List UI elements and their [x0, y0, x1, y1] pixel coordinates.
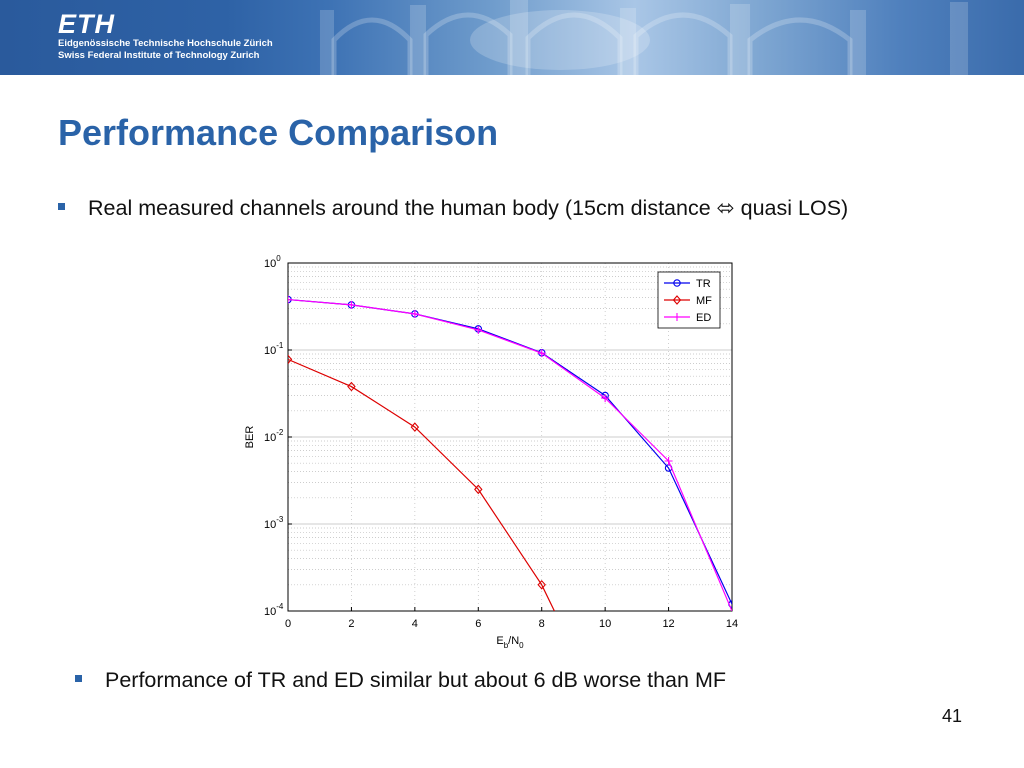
x-tick-label: 12	[662, 618, 674, 630]
series-ed	[288, 295, 732, 611]
eth-logo-word: ETH	[58, 9, 115, 39]
eth-logo[interactable]: ETH Eidgenössische Technische Hochschule…	[58, 11, 273, 62]
y-tick-label: 10-1	[264, 341, 284, 357]
building-photo	[320, 0, 968, 75]
series-ed-point	[288, 295, 292, 304]
bullet-item-2: Performance of TR and ED similar but abo…	[75, 668, 726, 693]
x-tick-label: 6	[475, 618, 481, 630]
y-tick-exponent: -1	[276, 341, 284, 350]
series-ed-point	[664, 456, 673, 465]
institute-name-english: Swiss Federal Institute of Technology Zu…	[58, 50, 260, 61]
series-mf-line	[288, 358, 555, 611]
series-mf	[288, 354, 555, 611]
legend: TR MF ED	[657, 271, 721, 329]
x-axis-label-part: /N	[508, 635, 519, 647]
x-axis-label-part: E	[496, 635, 503, 647]
series-ed-line	[288, 298, 732, 611]
y-tick-exponent: -4	[276, 602, 284, 611]
x-tick-label: 14	[726, 618, 738, 630]
legend-entry-ed: ED	[664, 312, 711, 324]
legend-entry-tr-marker	[673, 279, 681, 287]
series-mf-point	[474, 484, 483, 495]
series-ed-point	[537, 349, 546, 358]
y-tick-label: 10-4	[264, 602, 284, 618]
y-axis-label: BER	[244, 426, 256, 449]
legend-entry-mf-label: MF	[696, 295, 712, 307]
x-tick-label: 2	[348, 618, 354, 630]
series-mf-point	[347, 381, 356, 392]
legend-entry-tr: TR	[664, 278, 711, 290]
y-tick-exponent: -3	[276, 515, 284, 524]
series-mf-point	[288, 354, 293, 365]
series-ed-point	[601, 394, 610, 403]
bullet-item-1: Real measured channels around the human …	[58, 196, 848, 221]
bullet-text-2: Performance of TR and ED similar but abo…	[105, 668, 726, 692]
x-tick-label: 8	[539, 618, 545, 630]
series-mf-point	[410, 422, 420, 432]
y-tick-label: 100	[264, 254, 281, 270]
page-title: Performance Comparison	[58, 112, 499, 153]
series-ed-point	[474, 325, 483, 334]
y-tick-label: 10-2	[264, 428, 284, 444]
x-axis-label-part: 0	[519, 641, 524, 650]
series-mf-point	[537, 579, 546, 590]
bullet-text-1: Real measured channels around the human …	[88, 196, 849, 220]
legend-entry-mf: MF	[664, 295, 712, 307]
x-axis-label: Eb/N0	[496, 635, 524, 650]
legend-entry-tr-label: TR	[696, 278, 711, 290]
y-tick-exponent: -2	[276, 428, 284, 437]
bullet-square-icon	[58, 203, 65, 210]
legend-entry-mf-marker	[672, 295, 682, 305]
legend-entry-ed-marker	[673, 313, 681, 321]
y-tick-exponent: 0	[276, 254, 281, 263]
institute-name-german: Eidgenössische Technische Hochschule Zür…	[58, 38, 273, 49]
bullet-square-icon	[75, 675, 82, 682]
x-axis-label-part: b	[504, 641, 509, 650]
legend-entry-ed-label: ED	[696, 312, 711, 324]
series-ed-point	[347, 300, 356, 309]
series-ed-point	[410, 309, 419, 318]
page-number: 41	[941, 706, 962, 726]
x-tick-label: 4	[412, 618, 418, 630]
x-tick-label: 10	[599, 618, 611, 630]
x-tick-label: 0	[285, 618, 291, 630]
header-banner: ETH Eidgenössische Technische Hochschule…	[0, 0, 1024, 75]
y-tick-label: 10-3	[264, 515, 284, 531]
